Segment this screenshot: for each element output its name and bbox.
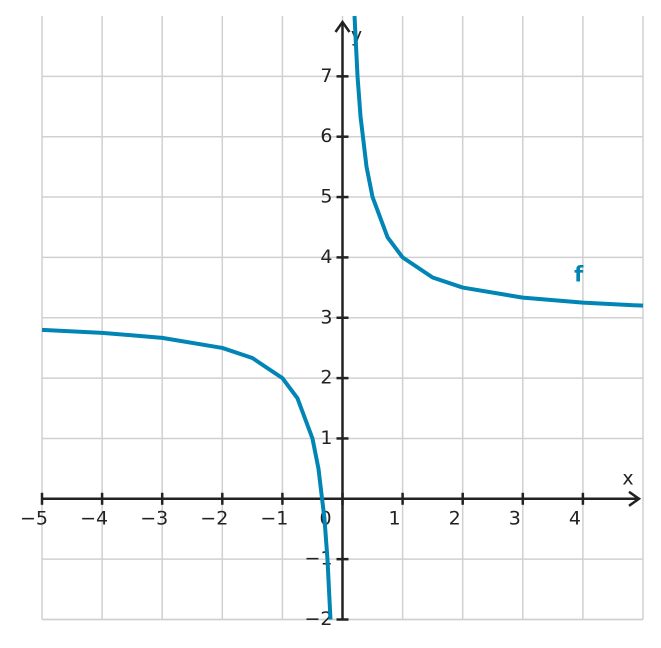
y-tick-label: 1 [320,427,332,449]
x-tick-label: 3 [509,507,521,529]
plot: f [41,15,644,620]
y-tick-label: 7 [320,65,332,87]
y-tick-label: 4 [320,246,332,268]
x-tick-label: 1 [389,507,401,529]
x-tick-label: 2 [449,507,461,529]
x-tick-label: −4 [80,507,108,529]
x-tick-label: 4 [569,507,581,529]
y-tick-label: −2 [304,608,332,630]
y-tick-label: 5 [320,186,332,208]
y-tick-label: 6 [320,125,332,147]
x-tick-label: −3 [140,507,168,529]
y-axis-arrow [334,19,351,33]
x-axis-arrow [628,490,642,507]
y-tick-label: 2 [320,367,332,389]
x-tick-label: −5 [20,507,48,529]
legend-label: f [574,263,584,287]
x-tick-label: −2 [200,507,228,529]
y-tick-label: 3 [320,306,332,328]
x-tick-label: −1 [260,507,288,529]
x-axis-label: x [622,467,633,489]
function-curve [41,15,644,620]
